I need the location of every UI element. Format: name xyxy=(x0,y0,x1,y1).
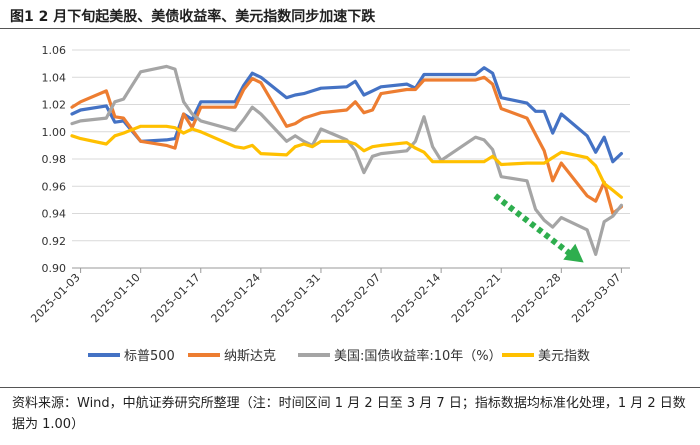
x-tick-label: 2025-01-10 xyxy=(88,271,142,325)
y-tick-label: 1.00 xyxy=(42,126,67,139)
source-note: 资料来源：Wind，中航证券研究所整理（注：时间区间 1 月 2 日至 3 月 … xyxy=(12,396,686,432)
series-line-1 xyxy=(70,66,624,164)
y-axis-ticks: 0.90 0.92 0.94 0.96 0.98 1.00 1.02 1.04 1.06 xyxy=(42,44,67,275)
x-tick-label: 2025-01-03 xyxy=(28,271,82,325)
gridlines xyxy=(72,49,630,269)
y-tick-label: 1.06 xyxy=(42,44,67,57)
x-axis: 2025-01-03 2025-01-10 2025-01-17 2025-01-24… xyxy=(28,268,624,325)
legend-label-3: 美国:国债收益率:10年（%） xyxy=(334,348,502,364)
legend: 标普500 纳斯达克 美国:国债收益率:10年（%） 美元指数 xyxy=(88,348,590,364)
x-tick-label: 2025-02-28 xyxy=(509,271,563,325)
y-tick-label: 0.94 xyxy=(42,208,67,221)
y-tick-label: 0.92 xyxy=(42,235,67,248)
trend-arrow-head xyxy=(563,243,584,263)
title-rule xyxy=(0,28,700,29)
x-tick-label: 2025-02-21 xyxy=(449,271,503,325)
line-chart: 0.90 0.92 0.94 0.96 0.98 1.00 1.02 1.04 1.06 202… xyxy=(28,44,630,364)
y-tick-label: 1.02 xyxy=(42,99,67,112)
series-line-4 xyxy=(70,124,624,199)
x-tick-label: 2025-03-07 xyxy=(569,271,623,325)
legend-label-1: 标普500 xyxy=(124,349,175,364)
y-tick-label: 0.98 xyxy=(42,153,67,166)
series-lines xyxy=(70,64,624,256)
x-tick-label: 2025-02-14 xyxy=(389,271,443,325)
series-line-3 xyxy=(70,64,624,256)
x-tick-label: 2025-01-17 xyxy=(148,271,202,325)
trend-arrow-shaft xyxy=(493,193,576,259)
x-tick-label: 2025-01-24 xyxy=(209,271,263,325)
y-tick-label: 0.90 xyxy=(42,262,67,275)
x-tick-label: 2025-02-07 xyxy=(329,271,383,325)
legend-label-2: 纳斯达克 xyxy=(224,349,276,364)
x-tick-label: 2025-01-31 xyxy=(269,271,323,325)
footer-rule xyxy=(0,387,700,388)
trend-arrow-annotation xyxy=(493,193,584,263)
y-tick-label: 1.04 xyxy=(42,71,67,84)
figure-title: 图1 2 月下旬起美股、美债收益率、美元指数同步加速下跌 xyxy=(10,9,376,25)
legend-label-4: 美元指数 xyxy=(538,349,590,364)
series-line-2 xyxy=(70,75,624,216)
y-tick-label: 0.96 xyxy=(42,180,67,193)
